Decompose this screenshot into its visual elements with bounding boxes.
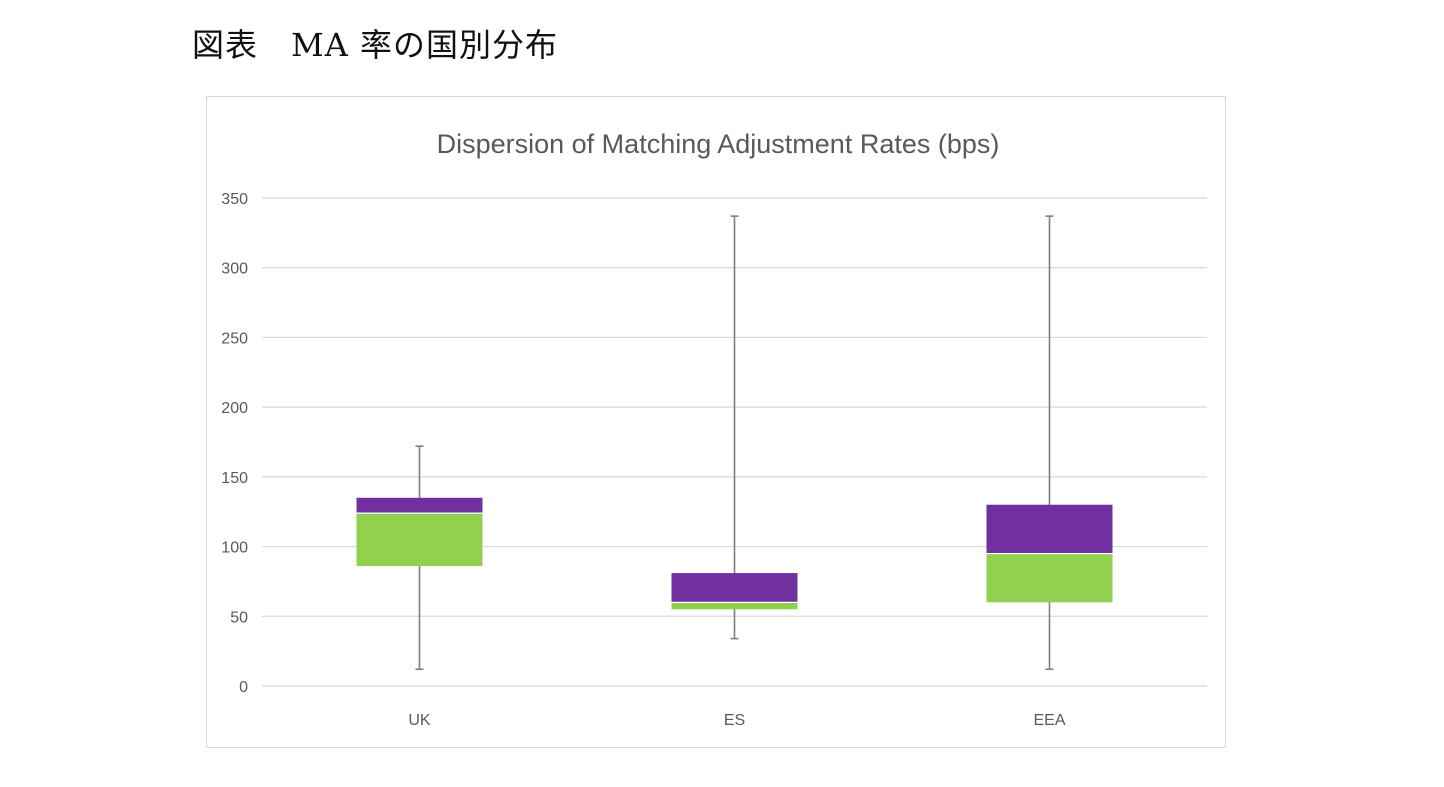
- y-tick-label: 300: [221, 261, 248, 278]
- y-tick-label: 200: [221, 400, 248, 417]
- y-tick-label: 50: [230, 609, 248, 626]
- chart-frame: Dispersion of Matching Adjustment Rates …: [206, 96, 1226, 748]
- x-tick-label: UK: [408, 712, 431, 729]
- upper-box-eea: [986, 504, 1113, 554]
- y-tick-label: 350: [221, 191, 248, 208]
- y-tick-label: 250: [221, 330, 248, 347]
- x-tick-label: ES: [724, 712, 745, 729]
- lower-box-uk: [356, 513, 483, 567]
- upper-box-es: [671, 573, 798, 603]
- x-tick-label: EEA: [1033, 712, 1065, 729]
- figure-caption: 図表 MA 率の国別分布: [192, 26, 559, 64]
- y-tick-label: 100: [221, 540, 248, 557]
- chart-title: Dispersion of Matching Adjustment Rates …: [437, 129, 1000, 159]
- box-plot-chart: Dispersion of Matching Adjustment Rates …: [221, 129, 1207, 729]
- x-axis-tick-labels: UK ES EEA: [408, 712, 1065, 729]
- y-tick-label: 150: [221, 470, 248, 487]
- upper-box-uk: [356, 497, 483, 514]
- lower-box-es: [671, 602, 798, 610]
- y-tick-label: 0: [239, 679, 248, 696]
- y-axis-tick-labels: 0 50 100 150 200 250 300 350: [221, 191, 248, 696]
- boxes: [356, 497, 1113, 610]
- lower-box-eea: [986, 553, 1113, 603]
